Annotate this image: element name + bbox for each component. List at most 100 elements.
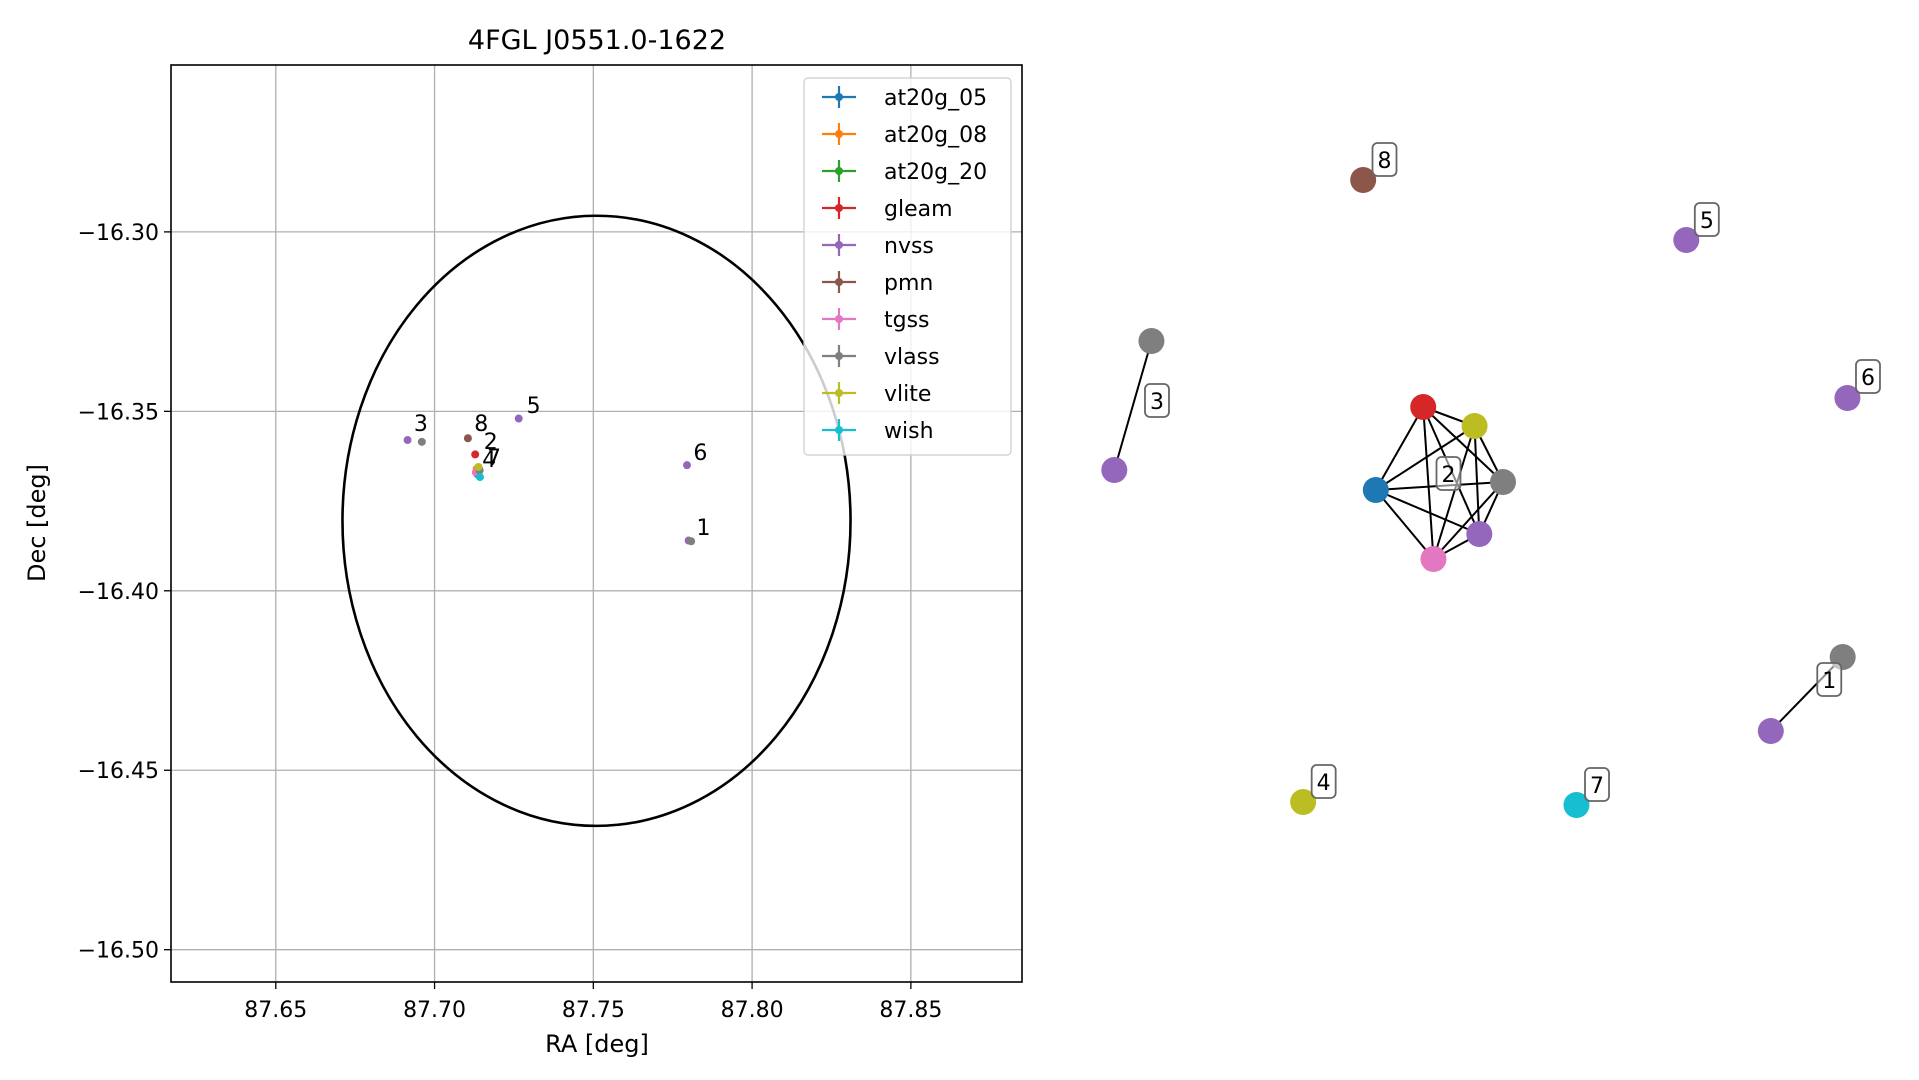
data-point-vlass xyxy=(417,437,426,446)
legend-label: at20g_08 xyxy=(884,123,987,148)
x-tick-label: 87.70 xyxy=(403,998,466,1023)
graph-label-box xyxy=(1584,767,1610,802)
graph-node xyxy=(1420,546,1447,572)
graph-label: 1 xyxy=(1816,662,1843,697)
point-label: 2 xyxy=(484,430,498,455)
legend-label: tgss xyxy=(884,308,930,333)
legend-label: at20g_05 xyxy=(884,86,987,111)
x-axis-label: RA [deg] xyxy=(545,1030,649,1058)
legend-marker-dot xyxy=(835,130,843,138)
graph-node xyxy=(1410,394,1437,420)
data-point-vlass xyxy=(687,537,696,546)
legend-label: nvss xyxy=(884,234,934,259)
legend-box xyxy=(803,77,1012,456)
graph-node xyxy=(1466,521,1493,547)
legend-item-vlass: vlass xyxy=(822,345,940,370)
legend-item-tgss: tgss xyxy=(822,308,930,333)
data-point-gleam xyxy=(471,450,480,459)
y-tick-label: −16.40 xyxy=(78,580,159,605)
graph-node xyxy=(1757,718,1784,744)
point-labels: 3 8 5 274 6 1 xyxy=(414,394,711,541)
graph-node xyxy=(1101,457,1128,483)
position-ellipse xyxy=(341,214,852,828)
graph-label-box xyxy=(1435,456,1462,491)
graph-label: 3 xyxy=(1144,383,1170,418)
legend-label: vlass xyxy=(884,345,940,370)
graph-label-text: 6 xyxy=(1861,366,1875,391)
graph-edge xyxy=(1375,489,1435,560)
graph-edge xyxy=(1473,425,1481,535)
legend-label: at20g_20 xyxy=(884,160,987,185)
graph-label-box xyxy=(1371,142,1398,177)
chart-title: 4FGL J0551.0-1622 xyxy=(468,25,726,56)
graph-label: 2 xyxy=(1435,456,1462,491)
legend-marker-dot xyxy=(835,278,843,286)
graph-node xyxy=(1563,792,1590,818)
graph-edge xyxy=(1432,425,1476,560)
legend-item-at20g_20: at20g_20 xyxy=(822,160,987,185)
point-label: 5 xyxy=(527,394,541,419)
legend-item-vlite: vlite xyxy=(822,382,931,407)
graph-nodes xyxy=(1101,167,1861,818)
error-ellipse xyxy=(341,214,852,828)
y-axis-ticks: −16.30 −16.35 −16.40 −16.45 −16.50 xyxy=(78,221,171,964)
point-label: 4 xyxy=(482,448,496,473)
graph-labels: 2 8 5 3 6 1 4 7 xyxy=(1144,142,1881,802)
graph-edge xyxy=(1374,406,1425,491)
data-point-vlite xyxy=(474,462,483,471)
graph-label-box xyxy=(1144,383,1170,418)
graph-edge xyxy=(1422,406,1435,560)
legend-item-pmn: pmn xyxy=(822,271,933,296)
graph-label: 4 xyxy=(1310,764,1337,799)
point-label: 8 xyxy=(474,412,488,437)
graph-label-text: 7 xyxy=(1590,774,1604,799)
graph-label-box xyxy=(1310,764,1337,799)
data-point-nvss xyxy=(682,461,691,470)
y-tick-label: −16.30 xyxy=(78,221,159,246)
graph-edge xyxy=(1113,340,1153,471)
graph-label-box xyxy=(1693,202,1720,237)
point-label: 3 xyxy=(414,412,428,437)
plot-frame xyxy=(170,64,1023,983)
data-point-nvss xyxy=(403,436,412,445)
graph-label-text: 4 xyxy=(1317,771,1331,796)
graph-node xyxy=(1461,413,1488,439)
legend-marker-dot xyxy=(835,426,843,434)
x-tick-label: 87.75 xyxy=(562,998,625,1023)
graph-label-box xyxy=(1816,662,1843,697)
graph-label-text: 5 xyxy=(1700,209,1714,234)
graph-node xyxy=(1490,469,1516,495)
legend-marker-dot xyxy=(835,167,843,175)
point-label: 1 xyxy=(697,516,711,541)
legend-item-nvss: nvss xyxy=(822,234,934,259)
legend-label: wish xyxy=(884,419,934,444)
point-label: 7 xyxy=(487,446,501,471)
legend-marker-dot xyxy=(835,389,843,397)
graph-node xyxy=(1290,789,1317,815)
legend-item-at20g_05: at20g_05 xyxy=(822,86,987,111)
y-tick-label: −16.50 xyxy=(78,939,159,964)
legend-item-at20g_08: at20g_08 xyxy=(822,123,987,148)
data-point-nvss xyxy=(514,414,523,423)
y-tick-label: −16.45 xyxy=(78,759,159,784)
y-tick-label: −16.35 xyxy=(78,400,159,425)
x-tick-label: 87.65 xyxy=(244,998,307,1023)
graph-edge xyxy=(1375,425,1476,491)
graph-label-box xyxy=(1855,359,1881,394)
graph-edge xyxy=(1432,481,1504,560)
legend-marker-dot xyxy=(835,315,843,323)
graph-label: 7 xyxy=(1584,767,1610,802)
x-axis-ticks: 87.65 87.70 87.75 87.80 87.85 xyxy=(244,982,942,1023)
graph-node xyxy=(1350,167,1377,193)
legend-marker-dot xyxy=(835,241,843,249)
legend-label: gleam xyxy=(884,197,953,222)
y-axis-label: Dec [deg] xyxy=(23,464,51,582)
x-tick-label: 87.85 xyxy=(879,998,942,1023)
graph-node xyxy=(1673,227,1700,253)
legend-marker-dot xyxy=(835,93,843,101)
legend-marker-dot xyxy=(835,352,843,360)
data-point-pmn xyxy=(463,434,472,443)
graph-label: 5 xyxy=(1693,202,1720,237)
